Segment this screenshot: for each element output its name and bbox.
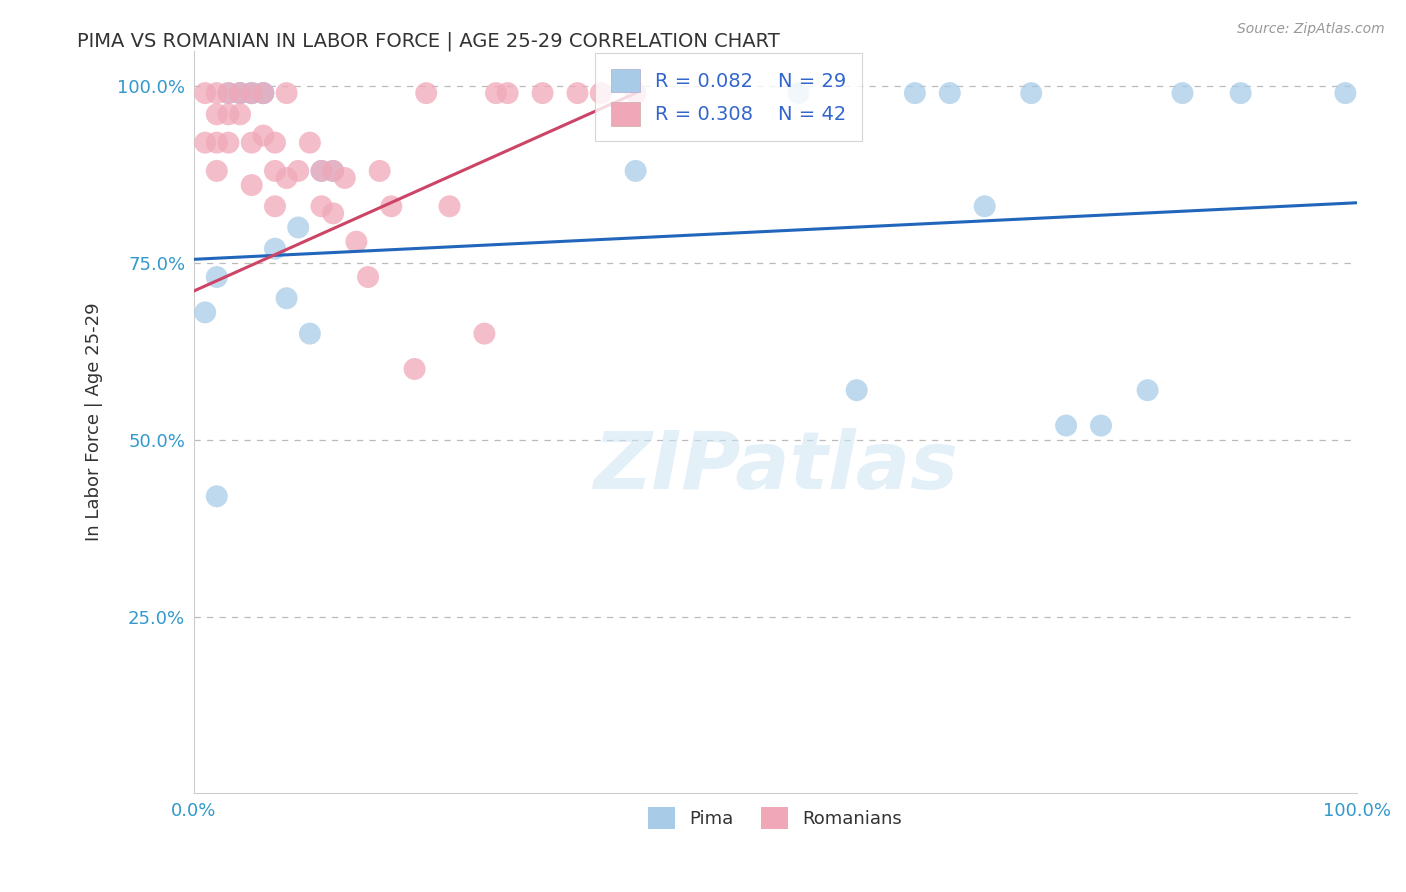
Point [322,206,344,220]
Point [439,199,461,213]
Point [1019,86,1042,100]
Point [264,136,287,150]
Point [311,199,333,213]
Point [589,86,612,100]
Point [217,86,239,100]
Point [264,199,287,213]
Point [194,136,217,150]
Point [276,171,298,186]
Text: Source: ZipAtlas.com: Source: ZipAtlas.com [1237,22,1385,37]
Point [276,291,298,305]
Point [298,136,321,150]
Point [415,86,437,100]
Point [845,383,868,397]
Point [252,86,274,100]
Point [1334,86,1357,100]
Point [240,86,263,100]
Point [205,136,228,150]
Point [287,164,309,178]
Point [1054,418,1077,433]
Point [205,270,228,285]
Point [380,199,402,213]
Point [311,164,333,178]
Point [939,86,962,100]
Point [311,164,333,178]
Point [240,136,263,150]
Text: ZIPatlas: ZIPatlas [593,427,957,506]
Point [205,86,228,100]
Point [1229,86,1251,100]
Point [531,86,554,100]
Point [787,86,810,100]
Point [217,86,239,100]
Point [205,107,228,121]
Point [1136,383,1159,397]
Legend: Pima, Romanians: Pima, Romanians [641,800,910,837]
Point [240,86,263,100]
Point [357,270,380,285]
Point [624,164,647,178]
Point [252,86,274,100]
Point [276,86,298,100]
Point [205,489,228,503]
Point [973,199,995,213]
Point [474,326,496,341]
Point [194,86,217,100]
Point [322,164,344,178]
Point [229,86,252,100]
Point [229,107,252,121]
Point [205,164,228,178]
Point [404,362,426,376]
Point [252,86,274,100]
Point [496,86,519,100]
Point [485,86,508,100]
Text: PIMA VS ROMANIAN IN LABOR FORCE | AGE 25-29 CORRELATION CHART: PIMA VS ROMANIAN IN LABOR FORCE | AGE 25… [77,31,780,51]
Point [194,305,217,319]
Point [229,86,252,100]
Point [368,164,391,178]
Point [229,86,252,100]
Point [264,164,287,178]
Point [322,164,344,178]
Y-axis label: In Labor Force | Age 25-29: In Labor Force | Age 25-29 [86,302,103,541]
Point [240,178,263,192]
Point [217,136,239,150]
Point [1090,418,1112,433]
Point [333,171,356,186]
Point [567,86,589,100]
Point [624,86,647,100]
Point [287,220,309,235]
Point [1171,86,1194,100]
Point [264,242,287,256]
Point [252,128,274,143]
Point [240,86,263,100]
Point [217,107,239,121]
Point [298,326,321,341]
Point [904,86,927,100]
Point [344,235,367,249]
